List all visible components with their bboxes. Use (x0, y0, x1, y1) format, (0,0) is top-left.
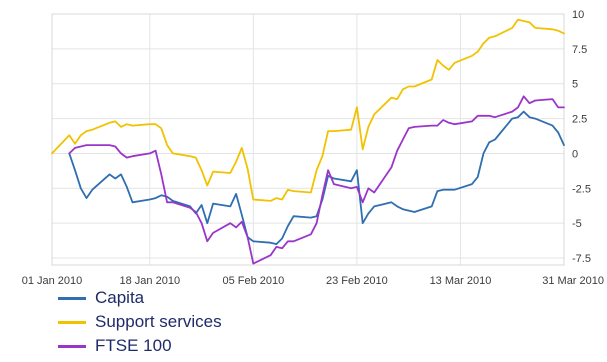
legend-item-ftse-100: FTSE 100 (58, 334, 222, 358)
gridlines (52, 13, 564, 265)
y-tick-label: 7.5 (572, 44, 587, 56)
x-tick-label: 01 Jan 2010 (22, 275, 83, 285)
axes (51, 13, 565, 266)
legend-swatch-support-services (58, 320, 86, 324)
series-line-support-services (51, 18, 565, 202)
series-line-ftse-100 (68, 95, 565, 265)
x-tick-label: 13 Mar 2010 (430, 275, 492, 285)
x-tick-label: 05 Feb 2010 (222, 275, 284, 285)
y-tick-label: 10 (572, 9, 584, 21)
x-tick-labels: 01 Jan 2010 18 Jan 2010 05 Feb 2010 23 Feb … (22, 275, 604, 285)
legend-label-ftse-100: FTSE 100 (95, 336, 172, 355)
line-chart: 10 7.5 5 2.5 0 -2.5 -5 -7.5 01 Jan 2010 18 Jan 2… (22, 9, 604, 285)
legend-item-support-services: Support services (58, 310, 222, 334)
series-lines (51, 18, 565, 265)
legend-swatch-capita (58, 296, 86, 300)
y-tick-label: -2.5 (572, 183, 591, 195)
x-tick-label: 31 Mar 2010 (542, 275, 604, 285)
y-tick-label: -7.5 (572, 253, 591, 265)
y-tick-label: 5 (572, 79, 578, 91)
x-tick-label: 23 Feb 2010 (326, 275, 388, 285)
legend-item-capita: Capita (58, 286, 222, 310)
x-tick-label: 18 Jan 2010 (120, 275, 181, 285)
legend: Capita Support services FTSE 100 (58, 286, 222, 358)
legend-label-support-services: Support services (95, 312, 222, 331)
y-tick-label: 2.5 (572, 114, 587, 126)
legend-label-capita: Capita (95, 288, 145, 307)
y-tick-labels: 10 7.5 5 2.5 0 -2.5 -5 -7.5 (572, 9, 591, 265)
series-line-capita (68, 110, 565, 245)
legend-swatch-ftse-100 (58, 344, 86, 348)
y-tick-label: -5 (572, 218, 582, 230)
y-tick-label: 0 (572, 148, 578, 160)
plot-frame (51, 13, 565, 266)
